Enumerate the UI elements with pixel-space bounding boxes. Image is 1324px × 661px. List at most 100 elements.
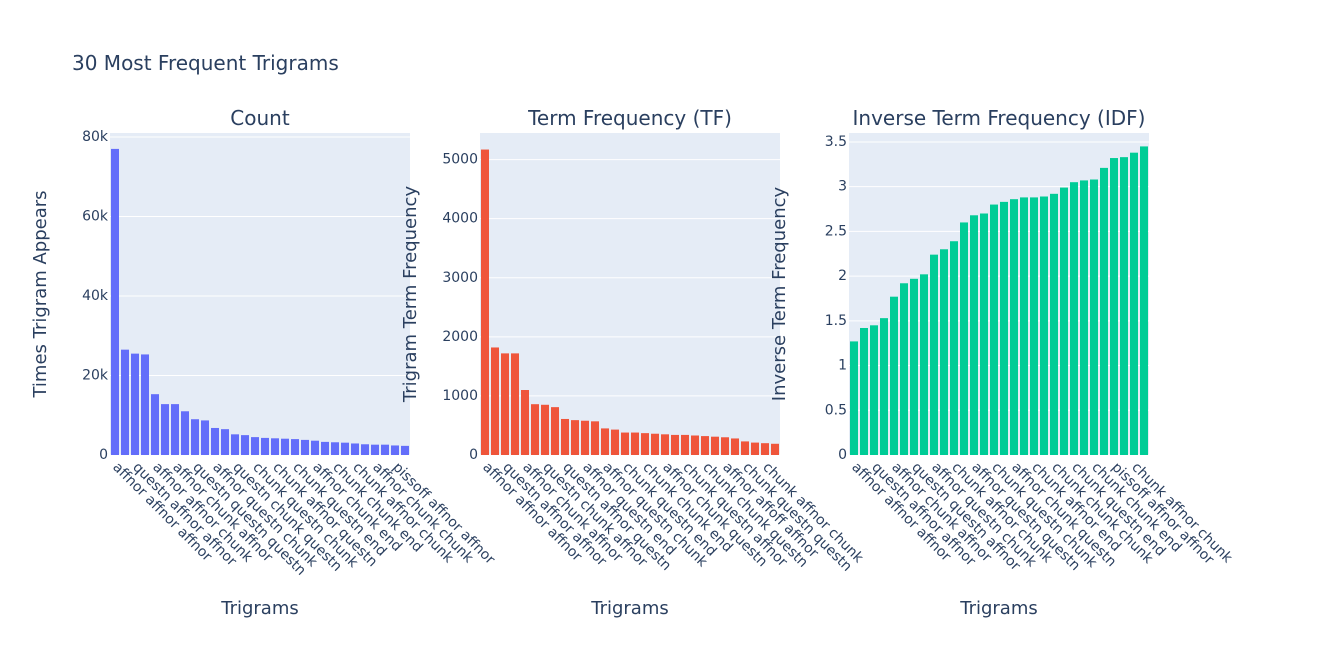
bar — [401, 445, 409, 455]
y-tick-label: 1000 — [442, 388, 478, 404]
bar — [920, 274, 928, 455]
bar — [1110, 158, 1118, 456]
bar — [561, 418, 569, 455]
bar — [591, 421, 599, 455]
bar — [890, 296, 898, 455]
bar — [880, 318, 888, 455]
bar — [850, 341, 858, 455]
bar — [671, 434, 679, 455]
y-tick-label: 0 — [838, 447, 847, 463]
bar — [1080, 180, 1088, 455]
y-axis-title: Inverse Term Frequency — [769, 186, 790, 401]
y-axis-title: Trigram Term Frequency — [400, 186, 421, 404]
bar — [940, 249, 948, 455]
bar — [111, 148, 119, 455]
bar — [761, 443, 769, 455]
subplot-title: Inverse Term Frequency (IDF) — [853, 106, 1146, 130]
bar — [751, 442, 759, 455]
bar — [1020, 197, 1028, 455]
bar — [301, 439, 309, 455]
y-tick-label: 0 — [99, 447, 108, 463]
bar — [930, 254, 938, 455]
bar — [291, 439, 299, 455]
bar — [311, 440, 319, 455]
bar — [511, 353, 519, 455]
bar — [1050, 193, 1058, 456]
bar — [1060, 187, 1068, 456]
bar — [1030, 197, 1038, 455]
y-tick-label: 5000 — [442, 152, 478, 168]
bar — [950, 241, 958, 455]
bar — [860, 327, 868, 455]
bar — [691, 435, 699, 455]
x-axis-title: Trigrams — [220, 598, 299, 619]
bar — [541, 404, 549, 455]
y-tick-label: 2 — [838, 268, 847, 284]
figure-title: 30 Most Frequent Trigrams — [72, 51, 339, 75]
bar — [621, 432, 629, 455]
bar — [581, 420, 589, 455]
bar — [741, 441, 749, 455]
bar — [681, 434, 689, 455]
bar — [910, 278, 918, 455]
bar — [341, 442, 349, 455]
y-tick-label: 80k — [82, 129, 109, 145]
y-tick-label: 40k — [82, 288, 109, 304]
y-tick-label: 2000 — [442, 329, 478, 345]
y-tick-label: 2.5 — [825, 223, 847, 239]
bar — [231, 434, 239, 455]
bar — [721, 437, 729, 455]
bar — [571, 420, 579, 455]
y-tick-label: 0.5 — [825, 402, 847, 418]
subplot-title: Term Frequency (TF) — [527, 106, 732, 130]
bar — [1130, 152, 1138, 455]
bar — [1040, 196, 1048, 455]
y-tick-label: 0 — [469, 447, 478, 463]
bar — [221, 429, 229, 455]
bar — [491, 347, 499, 455]
bar — [271, 438, 279, 455]
subplot-title: Count — [230, 106, 290, 130]
bar — [141, 354, 149, 455]
bar — [1070, 182, 1078, 455]
y-tick-label: 3.5 — [825, 134, 847, 150]
bar — [900, 283, 908, 455]
y-tick-label: 4000 — [442, 211, 478, 227]
bar — [281, 438, 289, 455]
bar — [481, 149, 489, 455]
bar — [501, 353, 509, 455]
y-axis-title: Times Trigram Appears — [30, 190, 51, 398]
bar — [661, 434, 669, 455]
bar — [211, 427, 219, 455]
x-axis-title: Trigrams — [590, 598, 669, 619]
bar — [531, 404, 539, 455]
bar — [771, 443, 779, 455]
bar — [1000, 201, 1008, 455]
bar — [331, 442, 339, 455]
bar — [551, 407, 559, 455]
bar — [990, 204, 998, 455]
y-tick-label: 60k — [82, 208, 109, 224]
bar — [641, 433, 649, 455]
y-tick-label: 20k — [82, 367, 109, 383]
bar — [391, 445, 399, 455]
x-axis-title: Trigrams — [959, 598, 1038, 619]
bar — [201, 420, 209, 455]
bar — [321, 441, 329, 455]
y-tick-label: 3000 — [442, 270, 478, 286]
bar — [251, 437, 259, 455]
bar — [361, 444, 369, 455]
bar — [1140, 146, 1148, 455]
bar — [631, 432, 639, 455]
plot-area — [480, 133, 780, 455]
bar — [1100, 167, 1108, 455]
plot-area — [110, 133, 410, 455]
bar — [521, 390, 529, 455]
bar — [191, 419, 199, 455]
bar — [731, 438, 739, 455]
bar — [381, 444, 389, 455]
y-tick-label: 3 — [838, 179, 847, 195]
bar — [261, 437, 269, 455]
y-tick-label: 1.5 — [825, 313, 847, 329]
bar — [870, 325, 878, 455]
